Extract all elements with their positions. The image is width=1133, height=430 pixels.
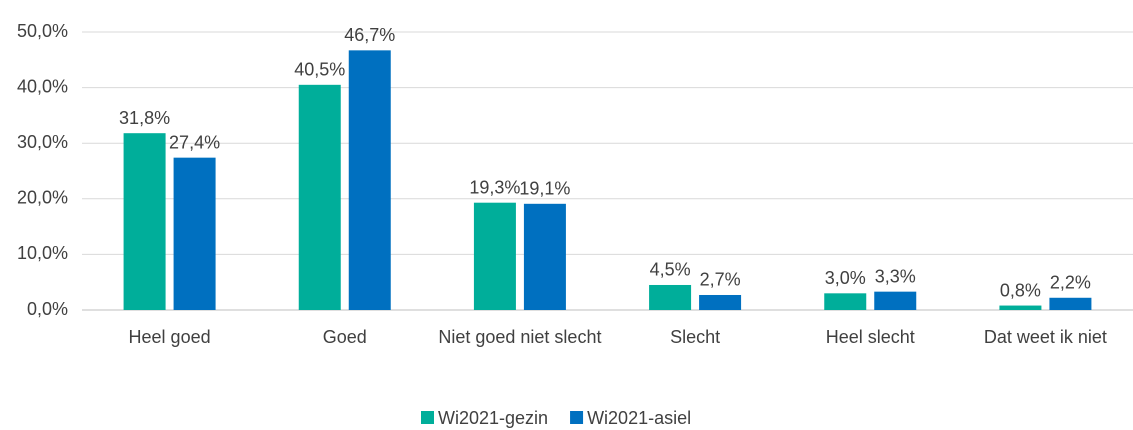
bar <box>999 305 1042 310</box>
bar <box>824 293 867 310</box>
value-label: 19,3% <box>469 177 520 197</box>
y-tick-label: 30,0% <box>17 132 68 152</box>
y-tick-label: 0,0% <box>27 299 68 319</box>
x-tick-label: Heel goed <box>129 327 211 347</box>
legend-label: Wi2021-gezin <box>438 408 548 428</box>
x-tick-label: Slecht <box>670 327 720 347</box>
legend-swatch <box>421 411 434 424</box>
x-tick-label: Heel slecht <box>826 327 915 347</box>
bar <box>1049 297 1092 310</box>
bar <box>649 284 692 310</box>
x-tick-label: Niet goed niet slecht <box>438 327 601 347</box>
bar <box>173 157 216 310</box>
legend-label: Wi2021-asiel <box>587 408 691 428</box>
bar <box>874 291 917 310</box>
value-label: 3,3% <box>875 266 916 286</box>
y-tick-label: 40,0% <box>17 76 68 96</box>
value-label: 3,0% <box>825 268 866 288</box>
bar <box>123 133 166 310</box>
value-label: 2,7% <box>700 270 741 290</box>
x-tick-label: Dat weet ik niet <box>984 327 1107 347</box>
legend-swatch <box>570 411 584 424</box>
value-label: 19,1% <box>519 179 570 199</box>
value-label: 4,5% <box>650 260 691 280</box>
bar <box>473 202 516 310</box>
value-label: 31,8% <box>119 108 170 128</box>
bar <box>699 294 742 310</box>
value-label: 27,4% <box>169 132 220 152</box>
bar <box>298 84 341 310</box>
bar <box>523 203 566 310</box>
x-tick-label: Goed <box>323 327 367 347</box>
value-label: 2,2% <box>1050 273 1091 293</box>
y-tick-label: 10,0% <box>17 243 68 263</box>
y-tick-label: 20,0% <box>17 188 68 208</box>
value-label: 46,7% <box>344 25 395 45</box>
bar <box>348 50 391 311</box>
value-label: 40,5% <box>294 60 345 80</box>
y-tick-label: 50,0% <box>17 21 68 41</box>
value-label: 0,8% <box>1000 280 1041 300</box>
